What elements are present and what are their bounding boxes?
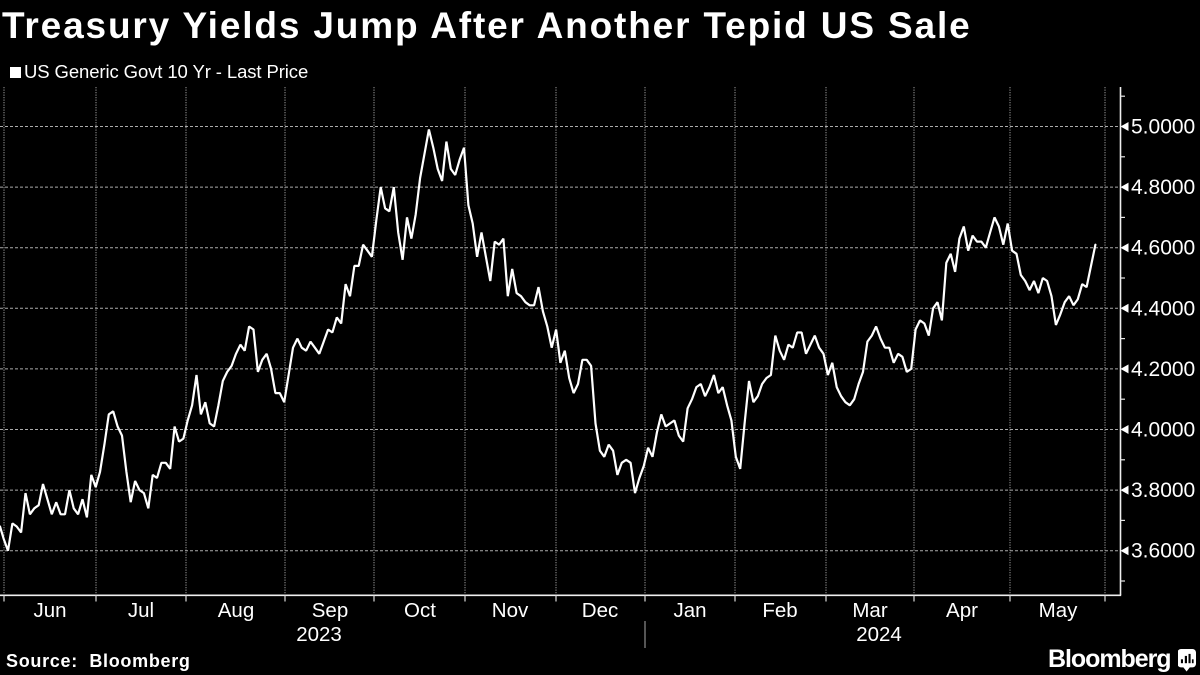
- svg-text:Jan: Jan: [673, 599, 706, 622]
- svg-text:Oct: Oct: [404, 599, 436, 622]
- svg-text:Dec: Dec: [582, 599, 618, 622]
- svg-text:Apr: Apr: [946, 599, 978, 622]
- svg-text:2024: 2024: [856, 623, 902, 646]
- svg-text:Feb: Feb: [762, 599, 797, 622]
- svg-text:5.0000: 5.0000: [1131, 116, 1195, 139]
- svg-text:4.6000: 4.6000: [1131, 237, 1195, 260]
- svg-text:Nov: Nov: [492, 599, 529, 622]
- svg-text:Jun: Jun: [33, 599, 66, 622]
- svg-text:3.6000: 3.6000: [1131, 540, 1195, 563]
- svg-text:4.4000: 4.4000: [1131, 297, 1195, 320]
- svg-text:Mar: Mar: [852, 599, 887, 622]
- svg-text:4.2000: 4.2000: [1131, 358, 1195, 381]
- svg-text:3.8000: 3.8000: [1131, 479, 1195, 502]
- svg-text:2023: 2023: [296, 623, 342, 646]
- svg-text:May: May: [1039, 599, 1078, 622]
- svg-text:4.8000: 4.8000: [1131, 176, 1195, 199]
- svg-text:Jul: Jul: [128, 599, 154, 622]
- svg-text:Sep: Sep: [312, 599, 348, 622]
- svg-text:4.0000: 4.0000: [1131, 419, 1195, 442]
- svg-text:Aug: Aug: [218, 599, 254, 622]
